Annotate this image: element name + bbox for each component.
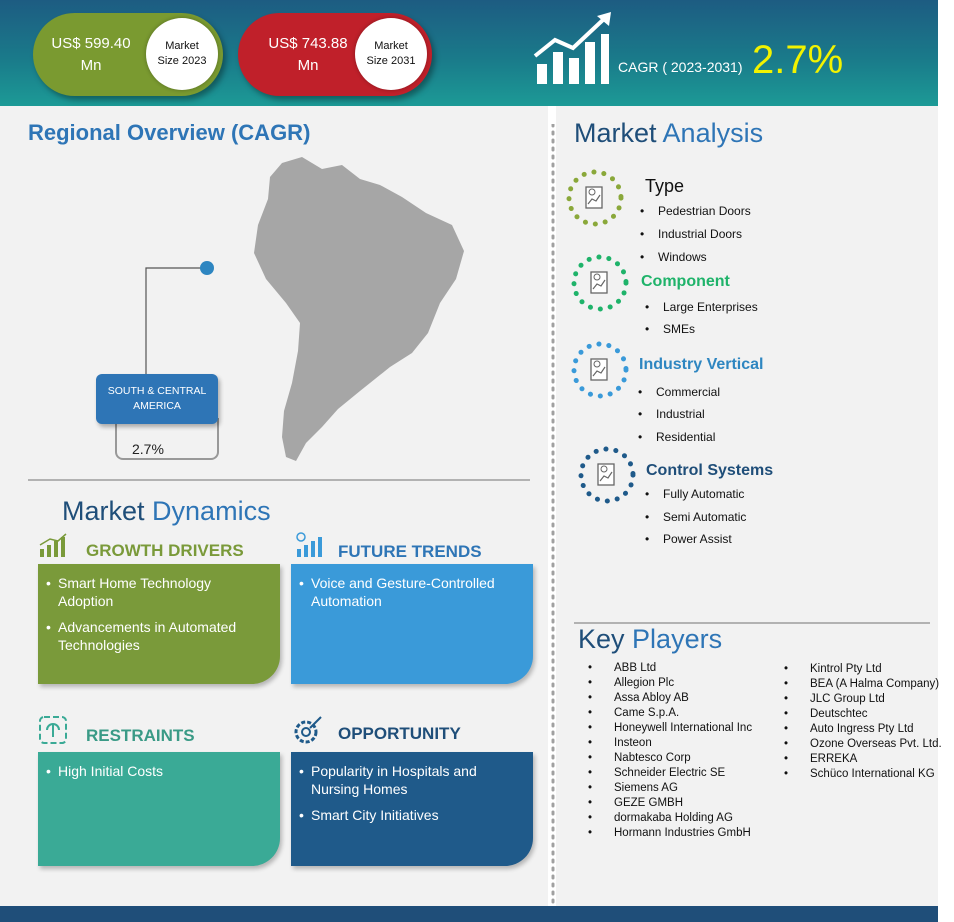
segment-item: Industrial Doors (640, 227, 742, 241)
key-player-item: Schneider Electric SE (588, 766, 752, 781)
key-player-item: Deutschtec (784, 707, 942, 722)
key-player-item: ABB Ltd (588, 661, 752, 676)
market-size-2023-pill: US$ 599.40 Mn Market Size 2023 (33, 13, 223, 96)
cagr-value: 2.7% (752, 38, 844, 82)
key-player-item: JLC Group Ltd (784, 692, 942, 707)
key-player-item: Kintrol Pty Ltd (784, 662, 942, 677)
key-player-item: Came S.p.A. (588, 706, 752, 721)
south-america-map (254, 157, 464, 461)
growth-driver-item: Smart Home Technology Adoption (46, 574, 268, 610)
restraints-title: RESTRAINTS (86, 726, 195, 745)
key-player-item: Insteon (588, 736, 752, 751)
key-players-column-1: ABB LtdAllegion PlcAssa Abloy ABCame S.p… (588, 661, 752, 841)
market-size-2031-value: US$ 743.88 Mn (268, 35, 348, 74)
control-systems-segment-icon (578, 446, 636, 504)
key-player-item: Hormann Industries GmbH (588, 826, 752, 841)
future-trend-item: Voice and Gesture-Controlled Automation (299, 574, 521, 610)
region-connector (145, 261, 214, 376)
region-cagr-value: 2.7% (132, 441, 164, 457)
segment-item: Residential (638, 430, 715, 444)
opportunity-title: OPPORTUNITY (338, 724, 461, 743)
key-player-item: Auto Ingress Pty Ltd (784, 722, 942, 737)
key-players-column-2: Kintrol Pty LtdBEA (A Halma Company)JLC … (784, 662, 942, 782)
segment-item: Semi Automatic (645, 510, 746, 524)
key-player-item: BEA (A Halma Company) (784, 677, 942, 692)
segment-item: Large Enterprises (645, 300, 758, 314)
segment-item: SMEs (645, 322, 695, 336)
opportunity-item: Popularity in Hospitals and Nursing Home… (299, 762, 521, 798)
segment-title-industry-vertical: Industry Vertical (639, 356, 764, 373)
growth-chart-icon (533, 12, 611, 84)
key-player-item: dormakaba Holding AG (588, 811, 752, 826)
footer-band (0, 906, 938, 922)
key-player-item: Nabtesco Corp (588, 751, 752, 766)
key-players-title: Key Players (578, 624, 723, 654)
market-analysis-title: Market Analysis (574, 118, 764, 148)
opportunity-item: Smart City Initiatives (299, 806, 521, 824)
segment-title-control-systems: Control Systems (646, 462, 774, 479)
key-player-item: Honeywell International Inc (588, 721, 752, 736)
regional-overview-title: Regional Overview (CAGR) (28, 120, 311, 145)
growth-driver-item: Advancements in Automated Technologies (46, 618, 268, 654)
type-segment-icon (566, 169, 624, 227)
growth-drivers-box: Smart Home Technology Adoption Advanceme… (38, 564, 280, 684)
cagr-label: CAGR ( 2023-2031) (618, 59, 743, 75)
key-player-item: Assa Abloy AB (588, 691, 752, 706)
segment-item: Windows (640, 250, 707, 264)
growth-drivers-title: GROWTH DRIVERS (86, 541, 244, 560)
component-segment-icon (571, 254, 629, 312)
segment-item: Fully Automatic (645, 487, 744, 501)
market-size-2023-label: Market Size 2023 (146, 18, 218, 90)
key-players-divider (574, 622, 930, 624)
segment-item: Commercial (638, 385, 720, 399)
key-player-item: ERREKA (784, 752, 942, 767)
key-player-item: GEZE GMBH (588, 796, 752, 811)
segment-item: Power Assist (645, 532, 732, 546)
region-label-box: SOUTH & CENTRAL AMERICA (96, 374, 218, 424)
key-player-item: Schüco International KG (784, 767, 942, 782)
market-size-2031-label: Market Size 2031 (355, 18, 427, 90)
market-dynamics-title: Market Dynamics (62, 496, 271, 526)
trend-chart-icon (296, 532, 322, 557)
region-cagr-box (115, 418, 219, 460)
gear-target-icon (294, 716, 322, 744)
vertical-dotted-divider (551, 124, 555, 906)
key-player-item: Allegion Plc (588, 676, 752, 691)
segment-item: Industrial (638, 407, 705, 421)
future-trends-box: Voice and Gesture-Controlled Automation (291, 564, 533, 684)
opportunity-box: Popularity in Hospitals and Nursing Home… (291, 752, 533, 866)
horizontal-divider (28, 479, 530, 481)
segment-item: Pedestrian Doors (640, 204, 751, 218)
industry-vertical-segment-icon (571, 341, 629, 399)
key-player-item: Ozone Overseas Pvt. Ltd. (784, 737, 942, 752)
segment-title-type: Type (645, 176, 685, 196)
key-player-item: Siemens AG (588, 781, 752, 796)
restraint-icon (39, 716, 67, 744)
restraints-box: High Initial Costs (38, 752, 280, 866)
future-trends-title: FUTURE TRENDS (338, 542, 482, 561)
growth-bars-icon (39, 533, 67, 557)
segment-title-component: Component (641, 273, 730, 290)
restraint-item: High Initial Costs (46, 762, 268, 780)
market-size-2031-pill: US$ 743.88 Mn Market Size 2031 (238, 13, 432, 96)
market-size-2023-value: US$ 599.40 Mn (51, 35, 131, 74)
